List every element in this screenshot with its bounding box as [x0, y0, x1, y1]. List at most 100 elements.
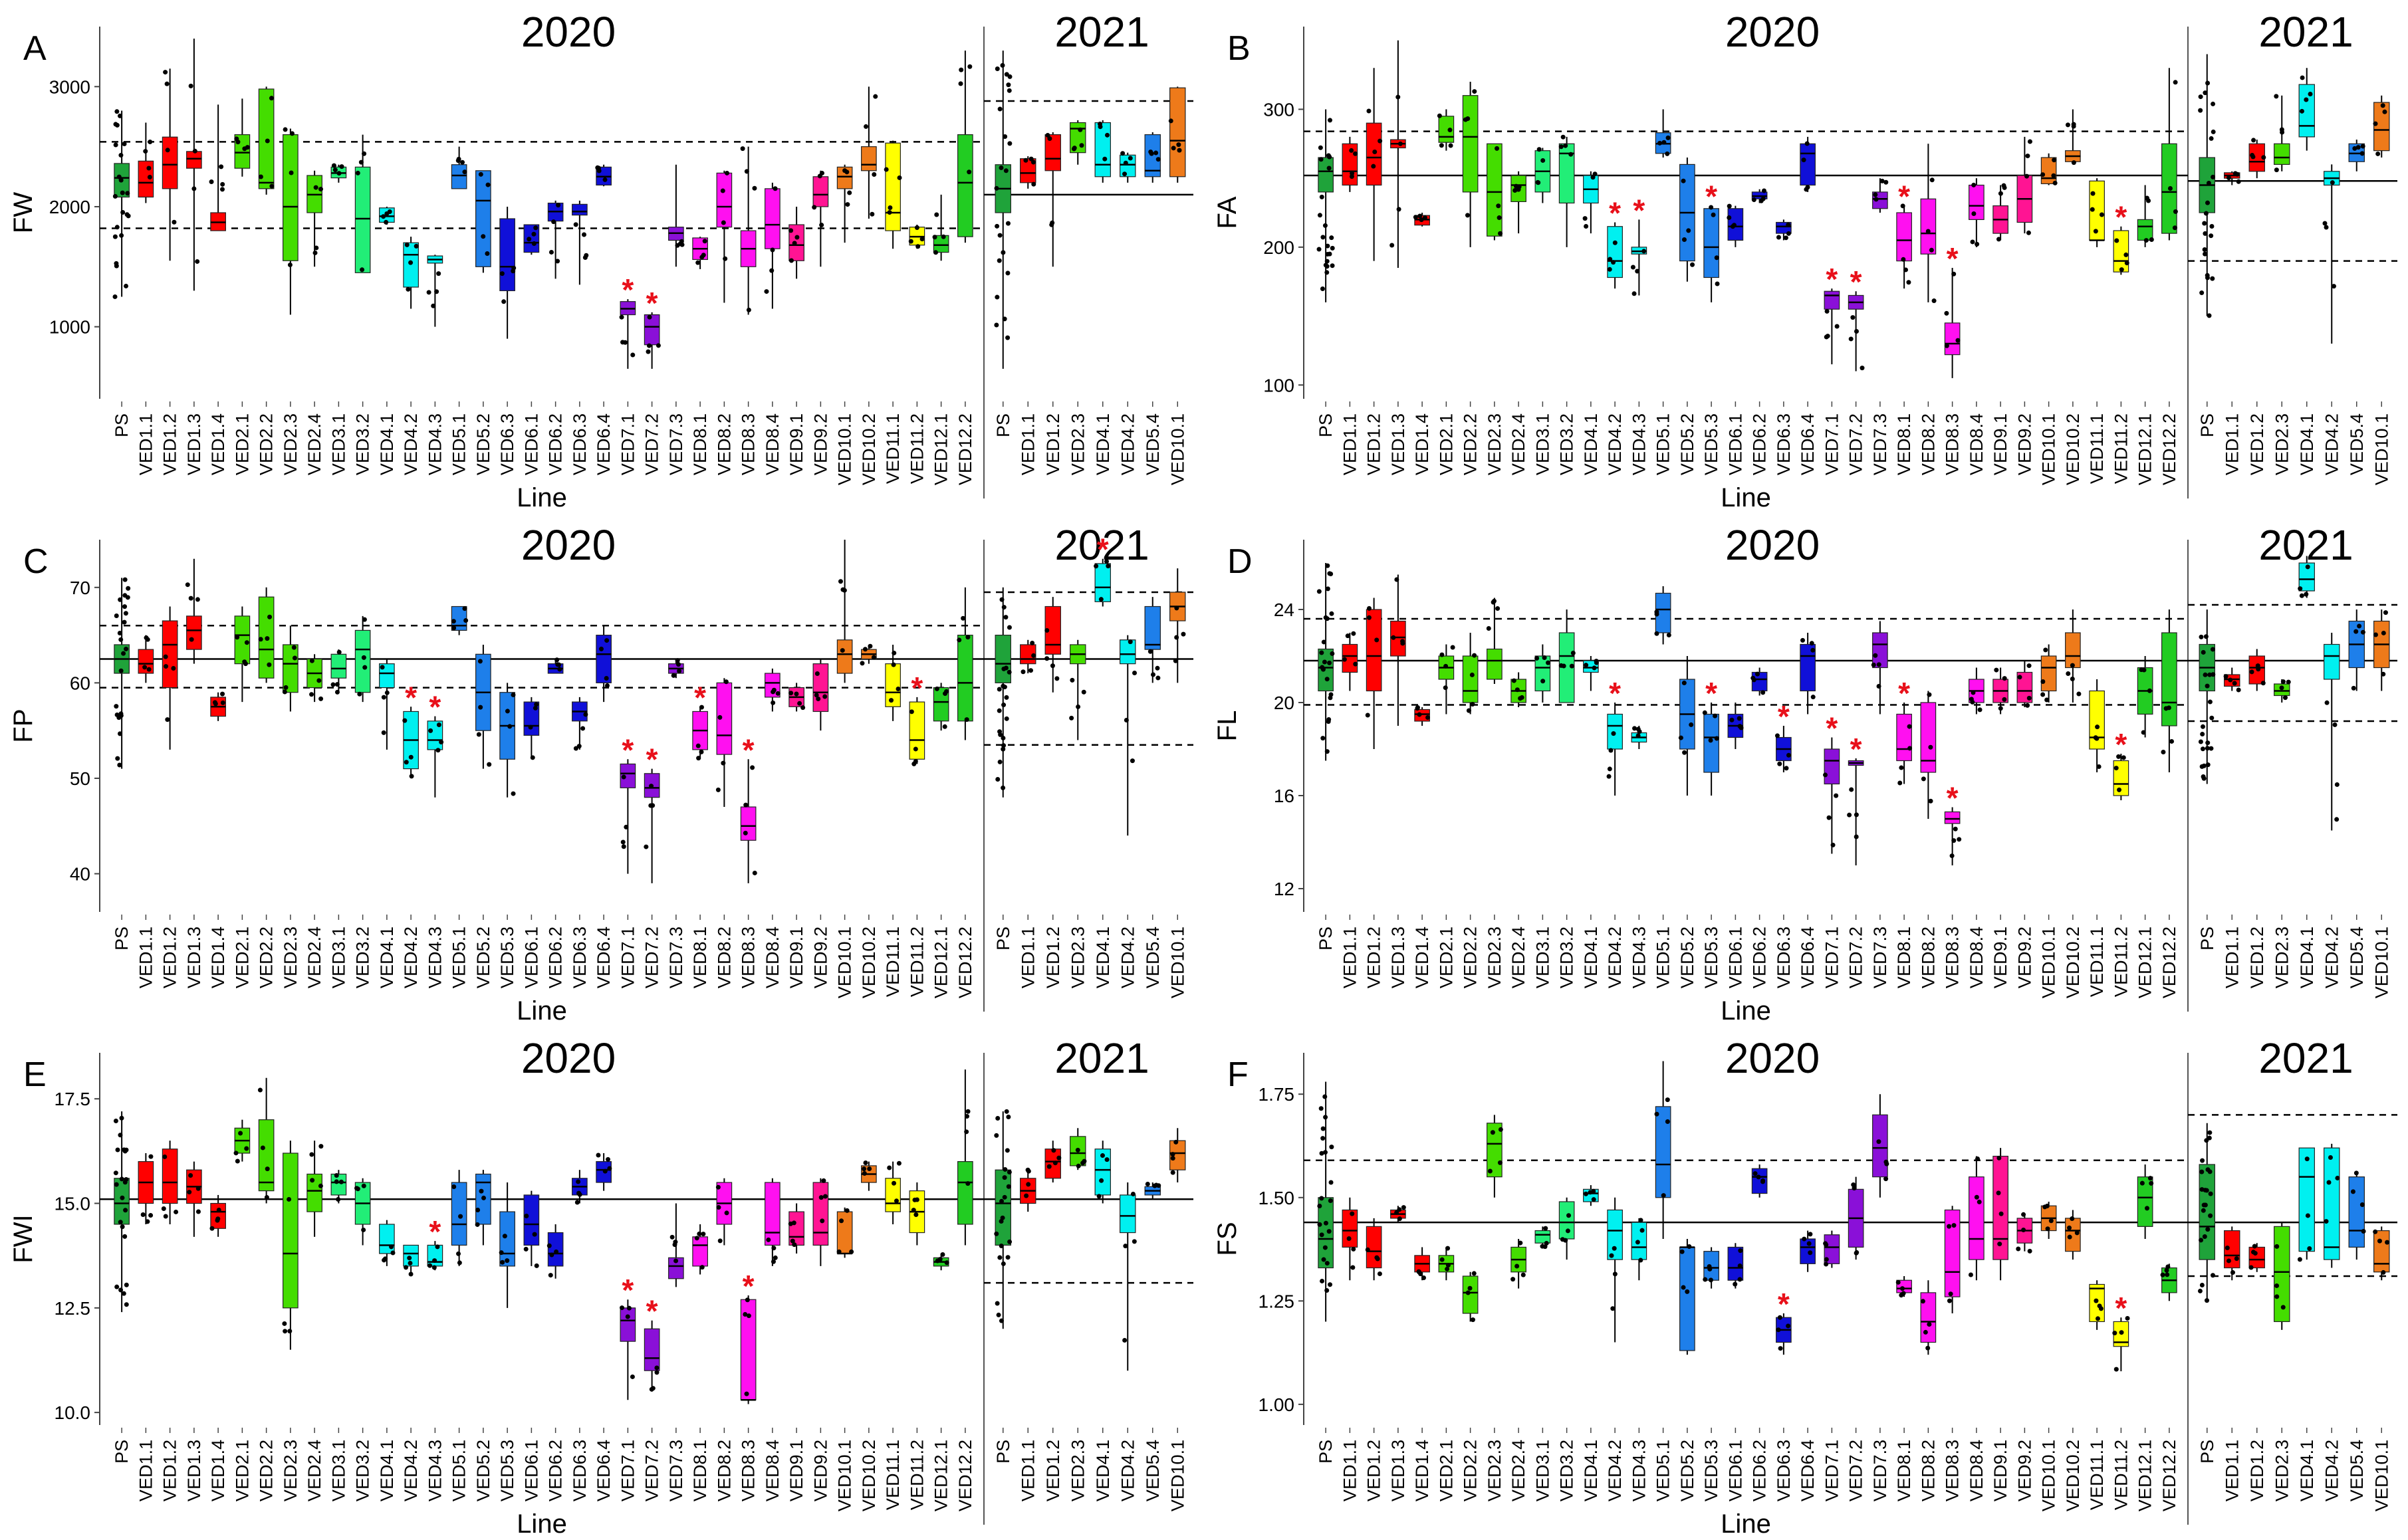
x-tick-label: VED5.2: [1677, 413, 1697, 475]
data-point: [721, 761, 725, 766]
data-point: [1657, 141, 1662, 146]
x-tick-label: VED11.2: [2111, 1440, 2131, 1510]
data-point: [336, 1197, 340, 1202]
data-point: [2016, 1247, 2020, 1252]
data-point: [501, 299, 506, 304]
data-point: [1681, 179, 1686, 183]
data-point: [1998, 191, 2003, 196]
data-point: [146, 637, 150, 642]
data-point: [258, 1088, 263, 1093]
data-point: [120, 1196, 124, 1200]
data-point: [583, 712, 588, 716]
data-point: [1006, 221, 1011, 226]
data-point: [2281, 1305, 2286, 1309]
data-point: [2205, 1227, 2210, 1232]
data-point: [2328, 1155, 2333, 1160]
data-point: [142, 665, 147, 669]
data-point: [122, 1234, 127, 1239]
data-point: [2204, 1138, 2209, 1143]
data-point: [2021, 1212, 2026, 1217]
y-tick-label: 24: [1274, 600, 1294, 620]
data-point: [1322, 639, 1326, 644]
x-tick-label: VED8.1: [690, 927, 710, 988]
data-point: [994, 323, 999, 328]
data-point: [2203, 231, 2207, 236]
data-point: [1591, 1189, 1596, 1194]
data-point: [2097, 764, 2102, 769]
x-tick-label: VED11.2: [2111, 413, 2131, 484]
significance-star: *: [1850, 265, 1862, 299]
data-point: [120, 210, 125, 215]
data-point: [118, 731, 122, 736]
data-point: [1802, 1237, 1806, 1242]
data-point: [219, 164, 223, 169]
data-point: [575, 1200, 580, 1204]
data-point: [511, 269, 515, 273]
data-point: [2300, 109, 2304, 114]
x-tick-label: VED7.2: [1846, 1440, 1866, 1501]
data-point: [115, 225, 120, 229]
data-point: [115, 713, 120, 717]
data-point: [933, 250, 938, 255]
data-point: [873, 94, 878, 99]
x-tick-label: VED4.1: [377, 1440, 397, 1501]
data-point: [1320, 195, 1324, 199]
data-point: [677, 669, 681, 673]
data-point: [235, 635, 239, 639]
data-point: [2211, 647, 2215, 651]
data-point: [649, 784, 654, 788]
data-point: [1001, 703, 1006, 707]
data-point: [1608, 267, 1612, 272]
data-point: [118, 711, 123, 716]
data-point: [1975, 242, 1979, 247]
data-point: [2209, 136, 2214, 141]
data-point: [1470, 673, 1475, 677]
data-point: [819, 1195, 824, 1200]
data-point: [292, 645, 297, 650]
data-point: [1583, 216, 1588, 221]
data-point: [1330, 263, 1335, 268]
data-point: [1802, 158, 1806, 162]
x-tick-label: VED5.2: [473, 413, 493, 475]
box-VED7.3: [1873, 633, 1887, 668]
data-point: [1000, 63, 1005, 68]
data-point: [439, 740, 443, 744]
data-point: [1327, 155, 1332, 160]
data-point: [189, 637, 194, 642]
data-point: [1004, 168, 1009, 173]
data-point: [966, 1109, 971, 1114]
data-point: [507, 724, 512, 728]
data-point: [1907, 746, 1912, 750]
data-point: [1800, 638, 1805, 643]
data-point: [118, 637, 123, 642]
data-point: [2024, 174, 2029, 179]
data-point: [2280, 685, 2284, 690]
data-point: [2361, 630, 2365, 635]
data-point: [1571, 651, 1576, 655]
data-point: [599, 647, 604, 651]
data-point: [126, 213, 131, 218]
data-point: [1810, 641, 1814, 645]
x-tick-label: VED9.2: [2014, 413, 2034, 475]
data-point: [265, 636, 269, 641]
data-point: [1465, 116, 1470, 121]
box-VED1.2: [162, 137, 177, 189]
data-point: [2209, 746, 2213, 751]
data-point: [2305, 1156, 2310, 1161]
box-VED3.1: [1535, 1231, 1550, 1244]
box-VED12.2: [958, 1162, 973, 1224]
x-tick-label: VED2.4: [1508, 413, 1528, 475]
data-point: [2227, 175, 2231, 180]
data-point: [2202, 221, 2207, 226]
data-point: [2382, 110, 2387, 114]
x-tick-label: VED6.2: [546, 1440, 566, 1501]
data-point: [114, 261, 118, 266]
x-tick-label: VED4.2: [1118, 1440, 1138, 1501]
data-point: [505, 709, 510, 713]
data-point: [1930, 177, 1935, 182]
x-tick-label: VED12.1: [931, 927, 951, 998]
data-point: [2352, 146, 2357, 151]
data-point: [2040, 172, 2045, 177]
data-point: [1470, 702, 1475, 707]
x-tick-label: VED7.3: [666, 1440, 686, 1501]
